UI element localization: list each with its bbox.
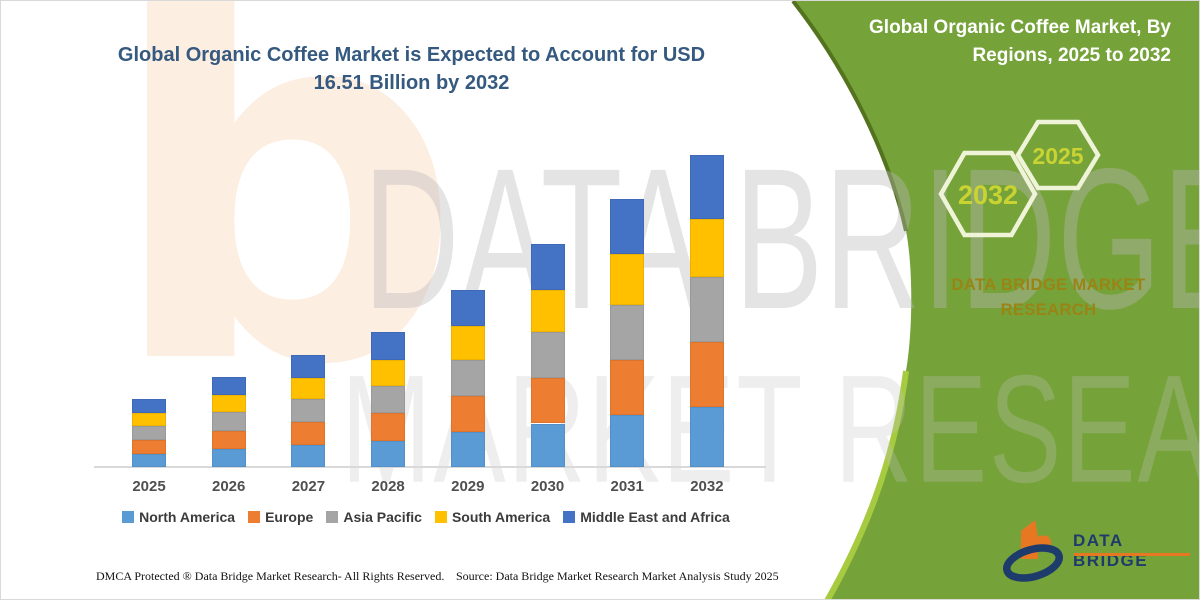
data-bridge-logo-icon	[1003, 520, 1063, 582]
x-axis-label-2031: 2031	[610, 478, 644, 495]
logo-swoosh-ellipse	[1003, 544, 1063, 582]
bar-segment-2029-north-america	[450, 432, 485, 467]
legend-swatch	[248, 511, 261, 523]
chart-title-line2: 16.51 Billion by 2032	[313, 72, 510, 94]
bar-segment-2028-europe	[371, 413, 406, 441]
legend-item-asia-pacific: Asia Pacific	[326, 509, 422, 525]
bar-segment-2032-asia-pacific	[689, 276, 724, 342]
bar-segment-2032-middle-east-and-africa	[689, 155, 724, 219]
brand-text-line2: RESEARCH	[1000, 301, 1097, 319]
legend-swatch	[122, 511, 135, 523]
x-axis-label-2032: 2032	[690, 478, 724, 495]
banner-heading: Global Organic Coffee Market, By Regions…	[671, 14, 1171, 70]
bar-segment-2031-europe	[610, 359, 645, 415]
bar-segment-2030-north-america	[530, 423, 565, 467]
x-axis-label-2029: 2029	[451, 478, 485, 495]
bar-segment-2025-middle-east-and-africa	[132, 399, 166, 413]
bar-segment-2026-asia-pacific	[211, 412, 246, 431]
bar-segment-2025-south-america	[132, 413, 166, 426]
bar-segment-2032-south-america	[689, 218, 724, 277]
banner-edge-dark	[791, 1, 908, 232]
x-axis-label-2028: 2028	[371, 478, 405, 495]
legend-swatch	[434, 511, 447, 523]
hexagon-2032-outline	[938, 150, 1038, 238]
legend-label: Asia Pacific	[343, 509, 422, 525]
chart-legend: North America Europe Asia Pacific South Ame…	[81, 509, 771, 525]
source-footer-text: Source: Data Bridge Market Research Mark…	[456, 569, 779, 583]
banner-heading-line1: Global Organic Coffee Market, By	[869, 17, 1171, 38]
x-axis-label-2027: 2027	[291, 478, 326, 495]
banner-heading-line2: Regions, 2025 to 2032	[972, 45, 1171, 66]
bar-segment-2028-north-america	[371, 440, 406, 467]
brand-text: DATA BRIDGE MARKET RESEARCH	[921, 273, 1176, 323]
bar-segment-2028-middle-east-and-africa	[371, 332, 406, 360]
bar-segment-2030-europe	[530, 377, 565, 424]
hexagon-2025-label: 2025	[1032, 143, 1084, 169]
legend-item-north-america: North America	[122, 509, 235, 525]
hexagon-2025-outline	[1015, 119, 1101, 191]
chart-title: Global Organic Coffee Market is Expected…	[89, 41, 734, 97]
bar-segment-2026-north-america	[211, 449, 246, 467]
bar-segment-2026-south-america	[211, 395, 246, 413]
bar-segment-2027-asia-pacific	[291, 399, 326, 423]
legend-label: Middle East and Africa	[580, 509, 730, 525]
bar-segment-2029-asia-pacific	[450, 359, 485, 397]
bar-segment-2031-south-america	[610, 253, 645, 305]
logo-wordmark: DATA BRIDGE	[1073, 531, 1149, 570]
bar-segment-2030-south-america	[530, 289, 565, 332]
chart-title-line1: Global Organic Coffee Market is Expected…	[117, 44, 706, 66]
bar-segment-2027-north-america	[291, 445, 326, 467]
bar-segment-2028-asia-pacific	[371, 385, 406, 414]
bar-segment-2029-middle-east-and-africa	[450, 289, 485, 327]
x-axis-label-2025: 2025	[132, 478, 166, 495]
legend-label: Europe	[265, 509, 314, 525]
x-axis-label-2030: 2030	[530, 478, 565, 495]
bar-segment-2030-middle-east-and-africa	[530, 244, 565, 290]
bar-segment-2026-europe	[211, 430, 246, 450]
bar-segment-2031-north-america	[610, 414, 645, 467]
bar-segment-2030-asia-pacific	[530, 332, 565, 378]
bar-segment-2028-south-america	[371, 359, 406, 386]
legend-item-europe: Europe	[248, 509, 313, 525]
bar-segment-2032-north-america	[689, 406, 724, 467]
dmca-footer-text: DMCA Protected ® Data Bridge Market Rese…	[96, 569, 445, 583]
bar-segment-2027-middle-east-and-africa	[291, 354, 326, 378]
legend-swatch	[326, 511, 339, 523]
bar-segment-2025-asia-pacific	[132, 425, 166, 440]
hexagon-2032-label: 2032	[957, 180, 1019, 210]
x-axis-label-2026: 2026	[212, 478, 246, 495]
bar-segment-2031-asia-pacific	[610, 304, 645, 360]
bar-segment-2027-south-america	[291, 377, 326, 399]
legend-item-middle-east-and-africa: Middle East and Africa	[563, 509, 730, 525]
legend-swatch	[563, 511, 576, 523]
legend-label: North America	[139, 509, 236, 525]
data-bridge-watermark-line1: DATA BRIDGE	[363, 127, 1200, 352]
legend-item-south-america: South America	[434, 509, 551, 525]
bar-segment-2029-south-america	[450, 326, 485, 360]
bar-segment-2026-middle-east-and-africa	[211, 377, 246, 396]
logo-orange-rule	[1074, 553, 1190, 556]
legend-label: South America	[451, 509, 551, 525]
x-axis-line	[94, 466, 766, 468]
bar-segment-2025-north-america	[132, 453, 166, 467]
bar-segment-2025-europe	[132, 439, 166, 454]
brand-text-line1: DATA BRIDGE MARKET	[951, 276, 1146, 294]
bar-segment-2029-europe	[450, 396, 485, 433]
banner-edge-lime	[824, 370, 909, 599]
bar-segment-2027-europe	[291, 422, 326, 446]
bar-segment-2031-middle-east-and-africa	[610, 199, 645, 254]
bar-segment-2032-europe	[689, 341, 724, 407]
